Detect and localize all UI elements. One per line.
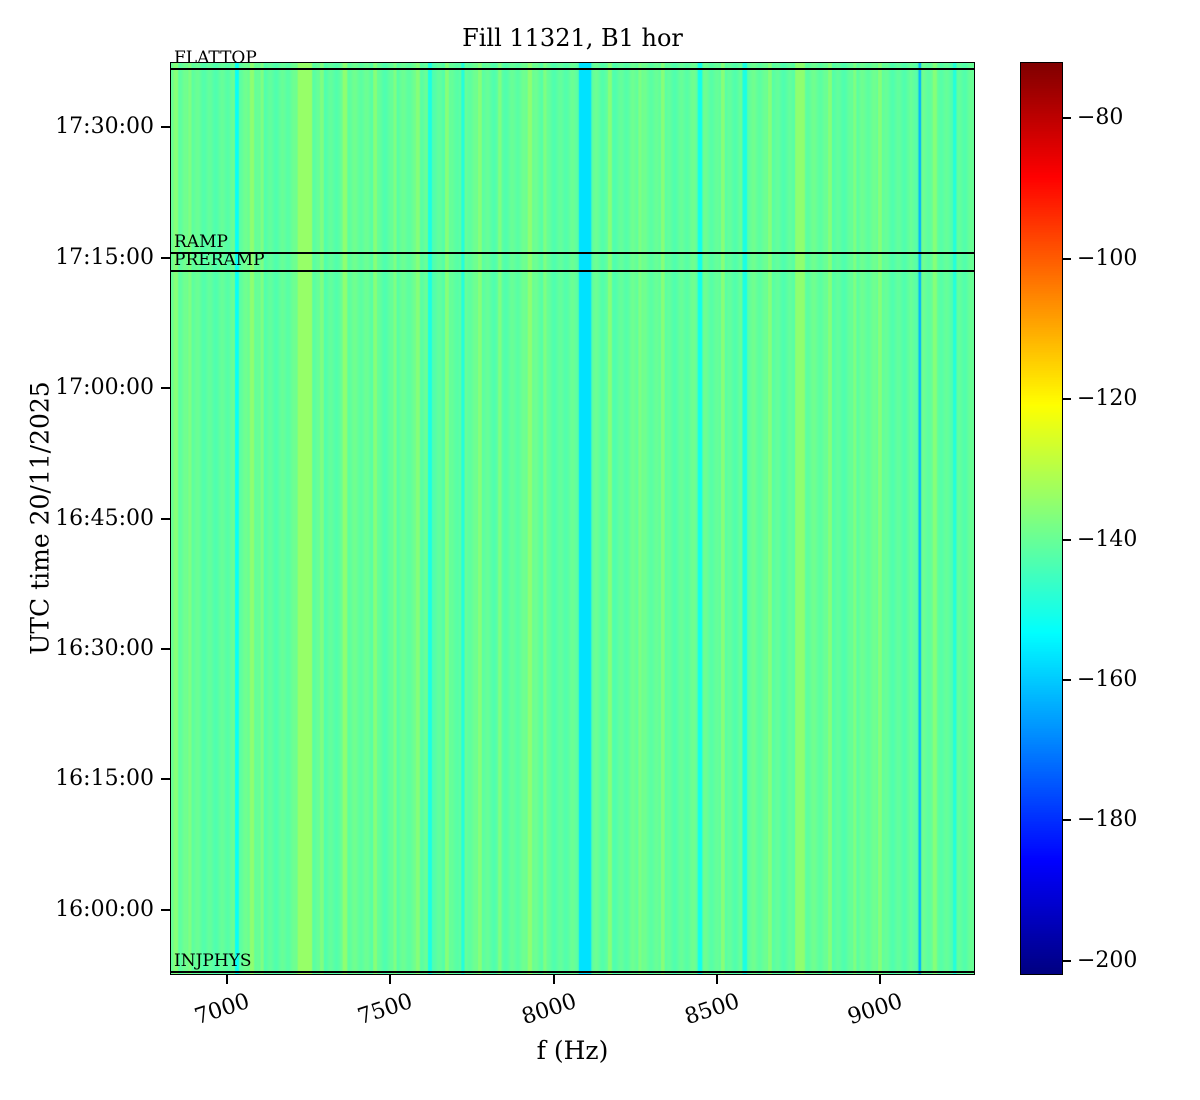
- y-tick-mark: [161, 126, 170, 129]
- event-label-injphys: INJPHYS: [174, 951, 252, 972]
- y-tick-label: 16:45:00: [55, 505, 154, 531]
- colorbar-tick-label: −120: [1077, 386, 1138, 412]
- y-tick-label: 16:00:00: [55, 896, 154, 922]
- x-tick-mark: [552, 975, 555, 984]
- x-tick-mark: [389, 975, 392, 984]
- colorbar-tick-label: −200: [1077, 947, 1138, 973]
- x-tick-label: 8500: [681, 989, 743, 1031]
- event-line-flattop: [170, 67, 975, 70]
- x-tick-label: 9000: [845, 989, 907, 1031]
- event-line-injphys: [170, 971, 975, 974]
- y-tick-mark: [161, 908, 170, 911]
- colorbar-tick-label: −160: [1077, 667, 1138, 693]
- colorbar-tick-mark: [1063, 257, 1071, 260]
- colorbar-tick-mark: [1063, 679, 1071, 682]
- colorbar-tick-label: −140: [1077, 526, 1138, 552]
- x-tick-label: 7500: [355, 989, 417, 1031]
- y-tick-label: 16:30:00: [55, 635, 154, 661]
- event-label-flattop: FLATTOP: [174, 47, 257, 68]
- x-tick-mark: [716, 975, 718, 984]
- y-tick-label: 17:30:00: [55, 114, 154, 140]
- y-tick-mark: [161, 778, 170, 781]
- colorbar-gradient: [1020, 62, 1063, 975]
- colorbar-tick-label: −80: [1077, 105, 1124, 131]
- event-label-ramp: RAMP: [174, 232, 228, 253]
- y-tick-label: 17:00:00: [55, 375, 154, 401]
- colorbar-tick-mark: [1063, 398, 1071, 401]
- y-tick-label: 16:15:00: [55, 766, 154, 792]
- event-line-ramp: [170, 252, 975, 255]
- chart-title: Fill 11321, B1 hor: [462, 24, 683, 52]
- x-tick-mark: [879, 975, 882, 984]
- y-tick-label: 17:15:00: [55, 244, 154, 270]
- colorbar-tick-mark: [1063, 117, 1071, 120]
- y-tick-mark: [161, 647, 170, 650]
- y-tick-mark: [161, 517, 170, 520]
- y-tick-mark: [161, 387, 170, 390]
- event-label-preramp: PRERAMP: [174, 249, 265, 270]
- x-axis-label: f (Hz): [536, 1036, 609, 1065]
- x-tick-label: 8000: [518, 989, 580, 1031]
- spectrogram-heatmap: [170, 62, 975, 975]
- colorbar-tick-mark: [1063, 959, 1071, 962]
- x-tick-label: 7000: [191, 989, 253, 1031]
- x-tick-mark: [226, 975, 229, 984]
- colorbar-tick-mark: [1063, 819, 1071, 822]
- event-line-preramp: [170, 269, 975, 272]
- colorbar-tick-mark: [1063, 538, 1071, 541]
- colorbar-tick-label: −100: [1077, 245, 1138, 271]
- y-tick-mark: [161, 256, 170, 259]
- colorbar-tick-label: −180: [1077, 807, 1138, 833]
